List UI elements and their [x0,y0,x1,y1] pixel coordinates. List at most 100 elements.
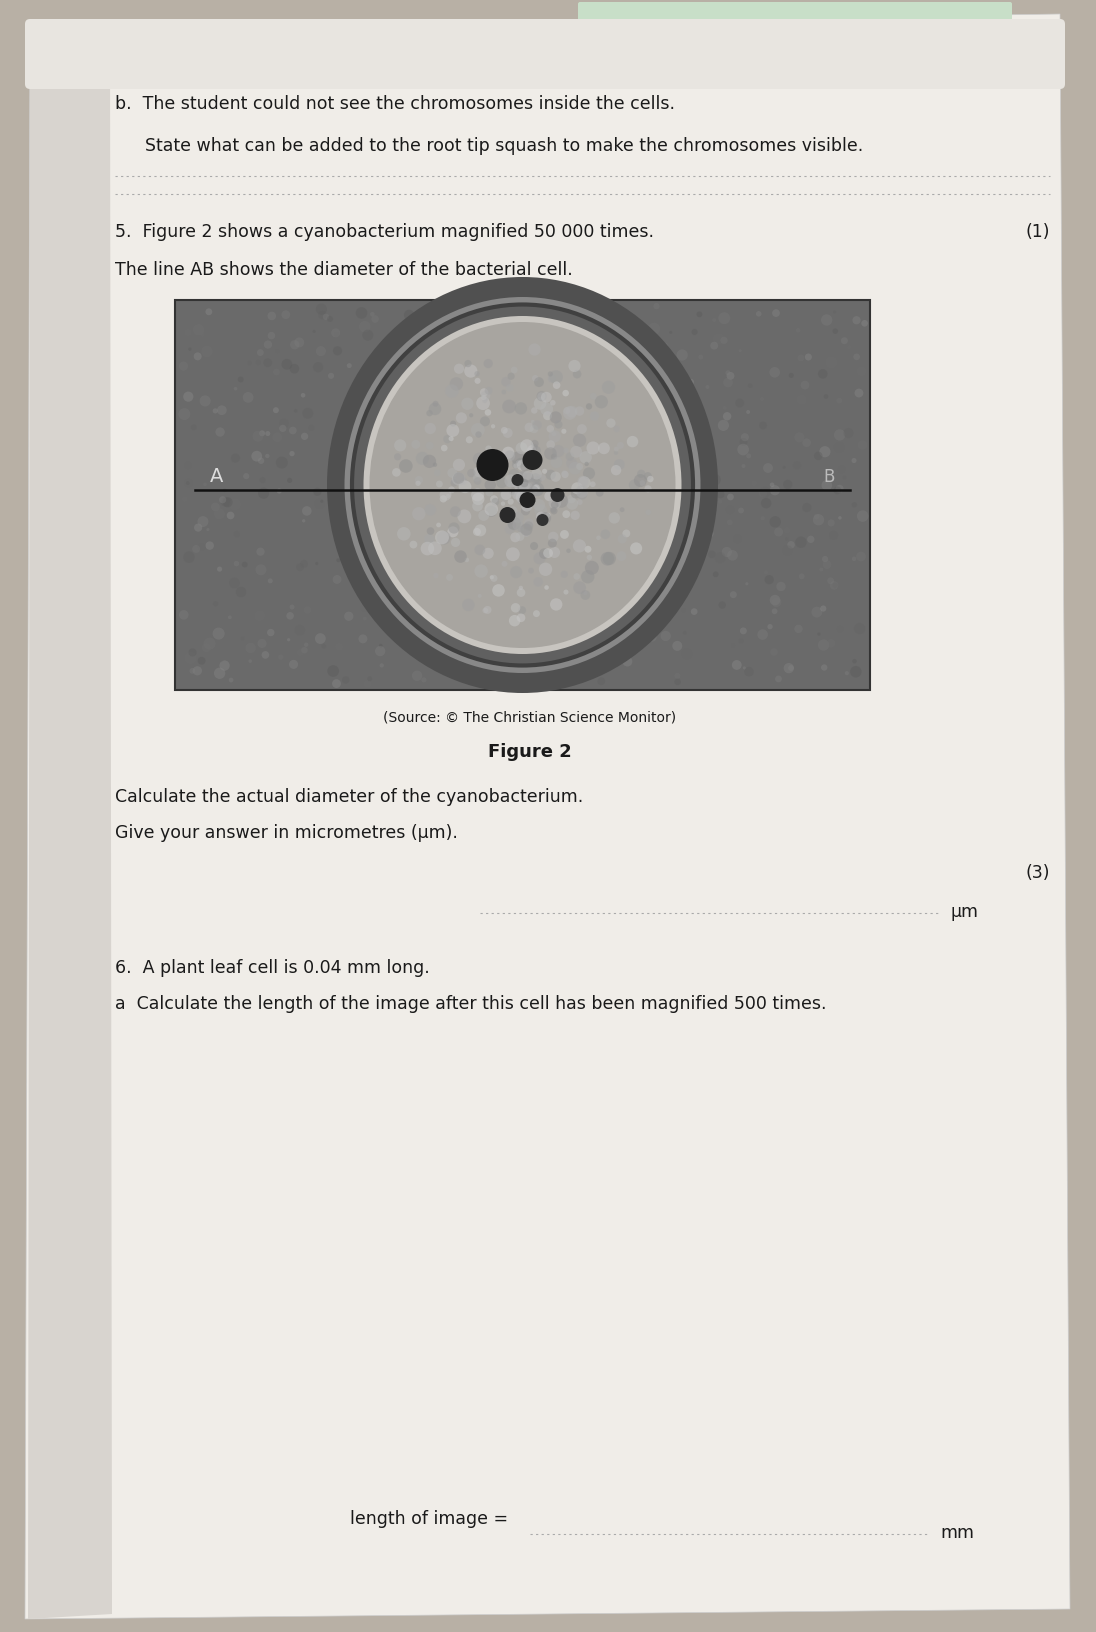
Circle shape [364,681,370,689]
Circle shape [475,545,486,557]
Circle shape [412,671,422,682]
Circle shape [483,359,493,369]
Circle shape [421,413,432,423]
Circle shape [520,496,524,503]
Circle shape [572,315,580,323]
Circle shape [449,379,464,392]
Circle shape [584,547,592,553]
Circle shape [414,477,423,485]
Circle shape [500,508,515,524]
Circle shape [727,494,734,501]
Circle shape [480,418,490,428]
Circle shape [598,339,608,349]
Circle shape [646,511,651,516]
Circle shape [769,596,780,605]
Circle shape [321,645,327,650]
Circle shape [783,545,792,557]
Circle shape [282,359,293,370]
Circle shape [197,658,206,666]
Circle shape [216,428,225,437]
Circle shape [372,317,379,323]
Circle shape [580,452,592,465]
Circle shape [179,362,189,372]
Circle shape [260,478,265,485]
Circle shape [492,661,501,669]
Circle shape [323,315,329,322]
Circle shape [431,539,442,548]
Circle shape [475,576,486,586]
Circle shape [579,477,591,490]
Circle shape [185,481,190,486]
Circle shape [814,514,820,521]
Circle shape [385,601,395,610]
Circle shape [570,488,580,498]
Circle shape [433,573,438,579]
Circle shape [220,498,230,508]
Circle shape [524,522,534,532]
Circle shape [536,455,543,463]
Circle shape [547,426,555,434]
Circle shape [562,390,569,397]
Circle shape [530,421,535,424]
Circle shape [811,607,822,619]
Circle shape [201,333,205,338]
Circle shape [569,620,579,630]
Circle shape [709,475,721,486]
Circle shape [520,472,527,480]
Circle shape [352,477,362,486]
Circle shape [503,429,513,439]
Circle shape [507,377,513,384]
Circle shape [491,498,500,506]
Circle shape [600,503,609,514]
Circle shape [830,581,838,591]
Circle shape [644,486,652,493]
Circle shape [540,424,549,434]
Circle shape [528,568,534,574]
Circle shape [524,503,532,511]
Circle shape [539,583,543,586]
Circle shape [579,633,583,638]
Circle shape [523,496,535,509]
Circle shape [436,524,441,529]
Circle shape [289,364,299,374]
Circle shape [569,462,581,475]
Circle shape [720,338,728,344]
Circle shape [490,496,498,504]
Circle shape [465,361,471,367]
Circle shape [483,607,491,615]
Circle shape [739,640,743,645]
Circle shape [490,576,494,579]
Ellipse shape [364,317,682,654]
Circle shape [769,540,773,545]
Circle shape [675,491,683,498]
Circle shape [426,527,434,535]
Circle shape [847,346,850,349]
Circle shape [608,512,620,524]
Circle shape [456,413,467,424]
Circle shape [375,437,380,444]
Circle shape [532,486,539,493]
Circle shape [448,357,459,369]
Circle shape [667,553,673,558]
Circle shape [278,654,284,661]
Circle shape [217,406,227,416]
Circle shape [179,610,189,620]
Circle shape [615,501,627,512]
Circle shape [248,362,252,366]
Circle shape [561,429,567,434]
Circle shape [316,348,326,357]
Circle shape [379,594,386,601]
Circle shape [482,609,488,614]
Circle shape [446,494,450,499]
Circle shape [375,529,378,532]
Circle shape [581,591,591,601]
Circle shape [532,470,543,480]
Circle shape [545,602,553,610]
Circle shape [772,597,781,607]
Circle shape [457,511,471,524]
Circle shape [834,442,845,454]
Circle shape [480,388,488,397]
Circle shape [674,674,681,679]
Circle shape [560,530,569,540]
Circle shape [546,622,555,630]
